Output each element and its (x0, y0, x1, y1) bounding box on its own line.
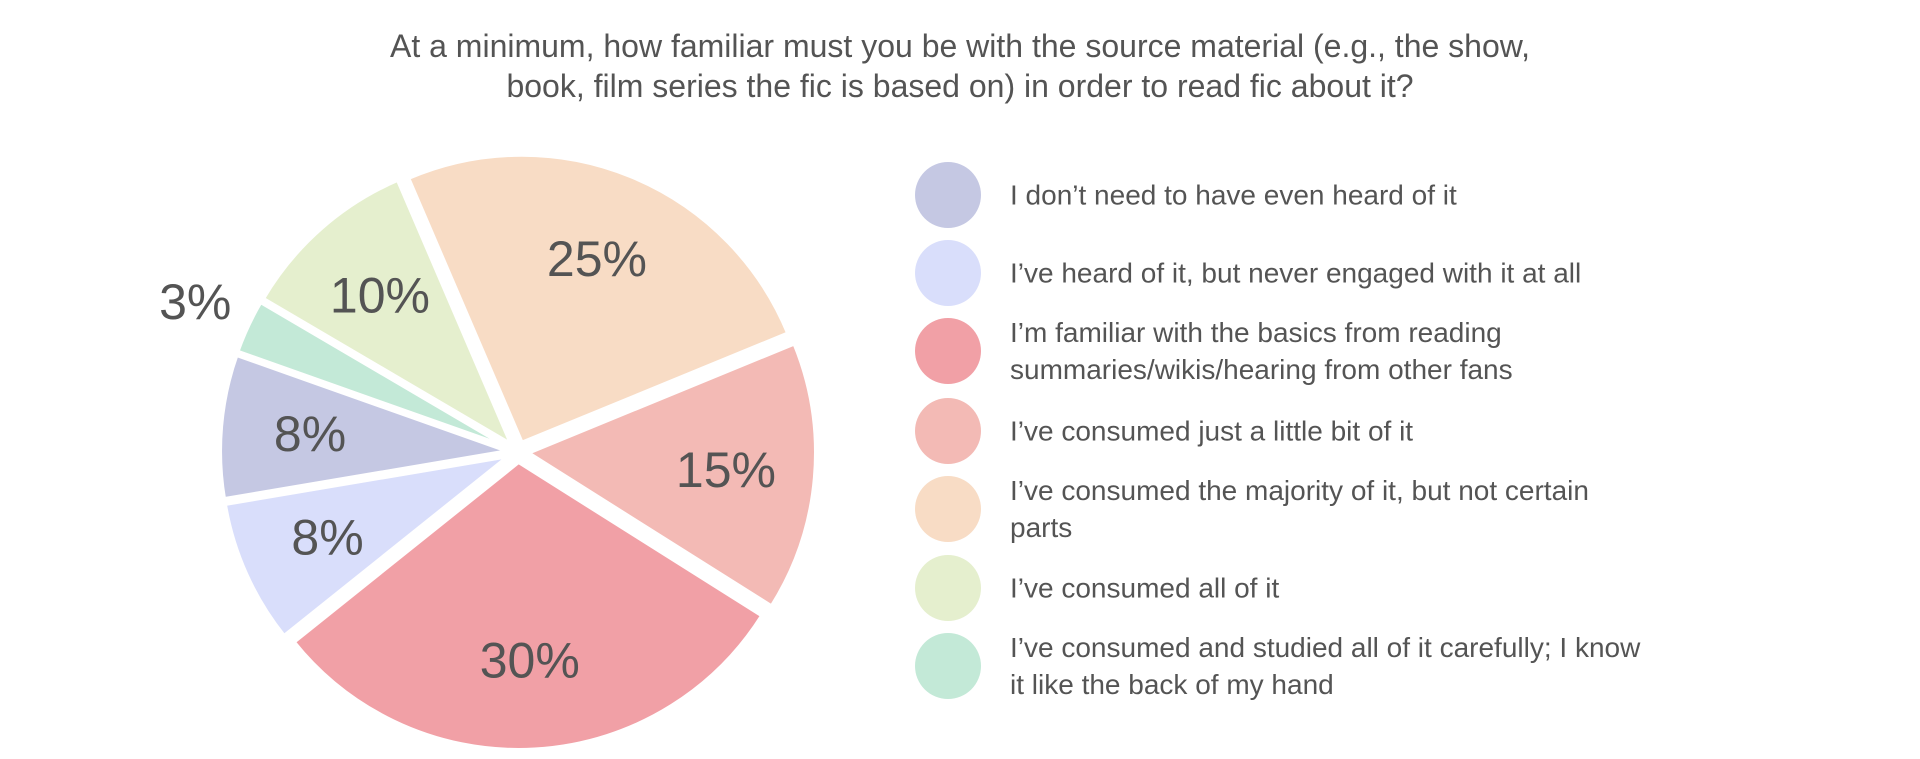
legend-item: I’ve consumed all of it (915, 555, 1695, 621)
legend-label: I’ve consumed and studied all of it care… (1010, 632, 1641, 700)
legend-swatch (915, 240, 981, 306)
pie-slice (234, 299, 510, 450)
pie-slice (523, 340, 818, 610)
legend-swatch (915, 555, 981, 621)
slice-data-label: 8% (274, 406, 346, 462)
slice-data-label: 25% (547, 231, 647, 287)
legend-swatch (915, 162, 981, 228)
legend-label: I’m familiar with the basics from readin… (1010, 317, 1513, 385)
slice-data-label: 8% (291, 509, 363, 565)
pie-slice (218, 352, 516, 502)
chart-title: At a minimum, how familiar must you be w… (260, 26, 1660, 106)
legend-label: I’ve consumed all of it (1010, 572, 1280, 604)
chart-title-line-1: At a minimum, how familiar must you be w… (389, 28, 1530, 64)
chart-title-line-2: book, film series the fic is based on) i… (506, 68, 1414, 104)
legend-swatch (915, 633, 981, 699)
legend-swatch (915, 398, 981, 464)
legend-swatch (915, 476, 981, 542)
legend-item: I’ve consumed and studied all of it care… (915, 632, 1695, 700)
pie-slice (222, 452, 517, 639)
legend-item: I don’t need to have even heard of it (915, 162, 1695, 228)
pie-slice (290, 459, 765, 752)
pie-slice (260, 177, 516, 450)
legend-item: I’ve consumed the majority of it, but no… (915, 475, 1695, 543)
legend-label: I don’t need to have even heard of it (1010, 179, 1457, 211)
slice-data-label: 10% (330, 267, 430, 323)
legend-swatch (915, 318, 981, 384)
slice-data-label: 15% (676, 442, 776, 498)
legend-item: I’ve heard of it, but never engaged with… (915, 240, 1695, 306)
legend-label: I’ve consumed just a little bit of it (1010, 415, 1414, 447)
pie-slice (405, 152, 791, 446)
legend-label: I’ve heard of it, but never engaged with… (1010, 257, 1582, 289)
slice-data-label: 30% (480, 632, 580, 688)
legend-item: I’m familiar with the basics from readin… (915, 317, 1695, 385)
legend-label: I’ve consumed the majority of it, but no… (1010, 475, 1589, 543)
slice-data-label: 3% (159, 274, 231, 330)
legend-item: I’ve consumed just a little bit of it (915, 398, 1695, 464)
